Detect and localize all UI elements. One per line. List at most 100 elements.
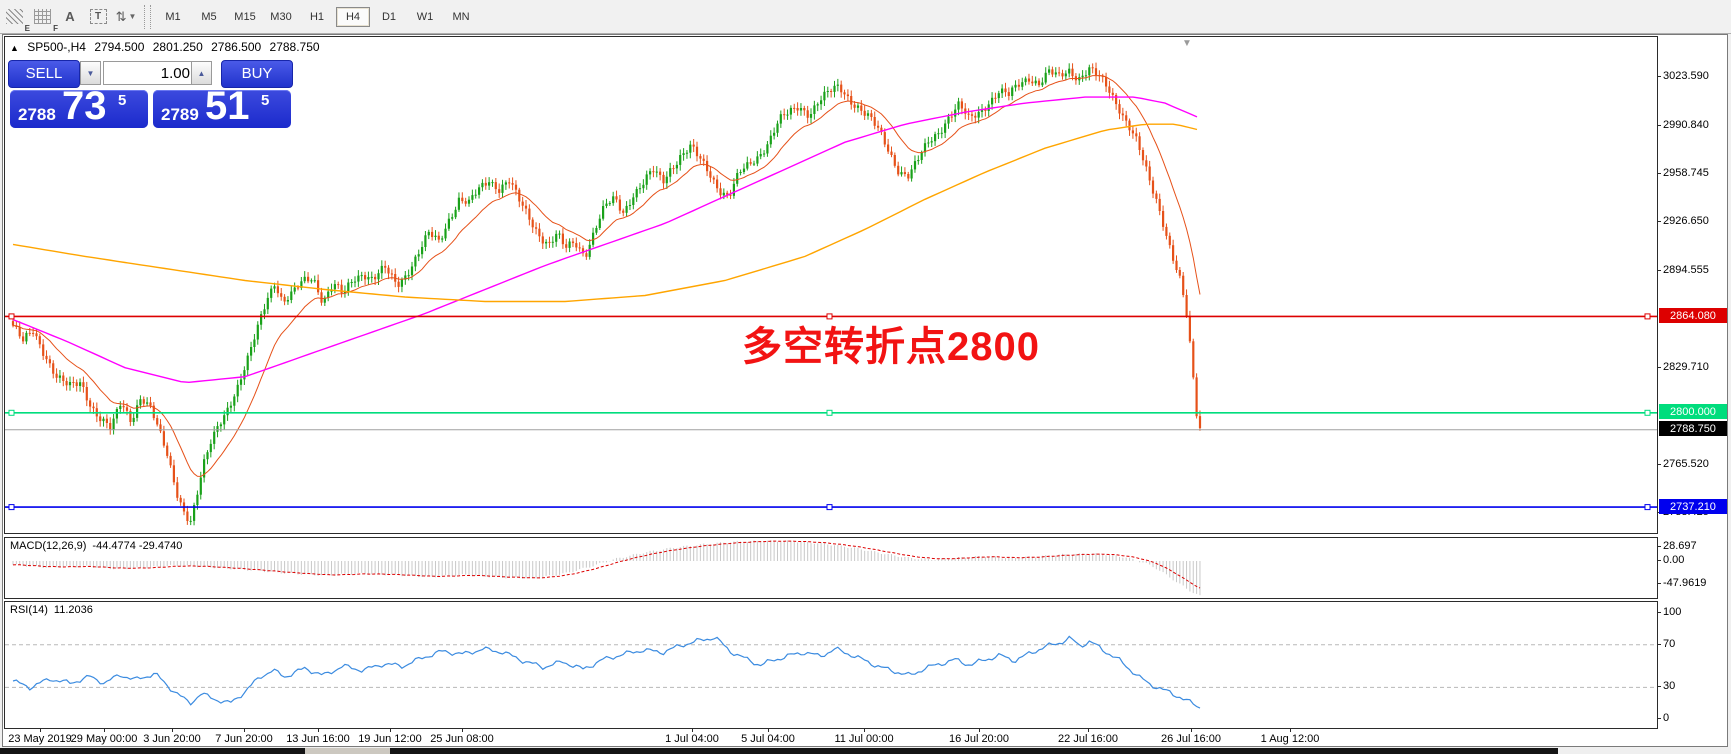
time-axis-label: 5 Jul 04:00 [741, 733, 795, 745]
arrange-orders-icon[interactable]: ⇅ ▼ [115, 8, 137, 24]
macd-tick-label: 28.697 [1663, 540, 1697, 552]
time-axis-label: 1 Aug 12:00 [1260, 733, 1320, 745]
rsi-tick-mark [1657, 644, 1661, 645]
symbol-timeframe: SP500-,H4 [27, 40, 86, 54]
macd-canvas[interactable] [5, 538, 1657, 598]
price-line-tag[interactable]: 2864.080 [1659, 308, 1727, 323]
text-box-icon[interactable]: T [85, 5, 111, 29]
chart-title: ▲ SP500-,H4 2794.500 2801.250 2786.500 2… [10, 40, 325, 54]
sell-price-prefix: 2788 [18, 105, 56, 124]
macd-tick-mark [1657, 583, 1661, 584]
rsi-tick-mark [1657, 718, 1661, 719]
rsi-tick-mark [1657, 686, 1661, 687]
time-tick-mark [692, 728, 693, 732]
text-label-icon[interactable]: A [65, 9, 75, 24]
toolbar-separator [144, 4, 151, 29]
hline-handle[interactable] [826, 409, 833, 416]
price-line-tag[interactable]: 2800.000 [1659, 404, 1727, 419]
hline-handle[interactable] [1644, 504, 1651, 511]
time-tick-mark [104, 728, 105, 732]
time-tick-mark [390, 728, 391, 732]
window-edge-segment [305, 748, 390, 754]
time-tick-mark [318, 728, 319, 732]
rsi-panel[interactable] [4, 601, 1658, 729]
buy-button[interactable]: BUY [221, 60, 293, 88]
hline-handle[interactable] [1644, 409, 1651, 416]
time-tick-mark [979, 728, 980, 732]
time-axis-label: 13 Jun 16:00 [286, 733, 350, 745]
hline-handle[interactable] [8, 409, 15, 416]
chart-text-annotation[interactable]: 多空转折点2800 [742, 325, 1040, 369]
window-edge-segment [390, 748, 1558, 754]
sell-quote-box[interactable]: 2788 73 5 [10, 90, 148, 128]
price-tick-mark [1657, 173, 1661, 174]
hline-handle[interactable] [8, 504, 15, 511]
time-tick-mark [864, 728, 865, 732]
time-axis-label: 25 Jun 08:00 [430, 733, 494, 745]
price-tick-mark [1657, 270, 1661, 271]
timeframe-button-M5[interactable]: M5 [201, 10, 217, 23]
time-axis-label: 22 Jul 16:00 [1058, 733, 1118, 745]
grid-snap-icon[interactable]: F [29, 5, 58, 33]
rsi-tick-mark [1657, 612, 1661, 613]
time-axis-label: 3 Jun 20:00 [143, 733, 201, 745]
sell-price-big: 73 [62, 90, 107, 128]
price-line-tag[interactable]: 2737.210 [1659, 499, 1727, 514]
window-edge-segment [1558, 748, 1731, 754]
timeframe-button-MN[interactable]: MN [452, 10, 470, 23]
time-tick-mark [1290, 728, 1291, 732]
collapse-triangle-icon[interactable]: ▲ [10, 43, 19, 53]
time-tick-mark [1191, 728, 1192, 732]
price-tick-label: 2829.710 [1663, 361, 1709, 373]
price-tick-mark [1657, 76, 1661, 77]
time-axis-label: 23 May 2019 [8, 733, 72, 745]
volume-decrease-button[interactable]: ▼ [80, 61, 101, 85]
price-tick-mark [1657, 367, 1661, 368]
time-tick-mark [768, 728, 769, 732]
price-tick-label: 2990.840 [1663, 119, 1709, 131]
price-tick-label: 2765.520 [1663, 458, 1709, 470]
price-tick-mark [1657, 125, 1661, 126]
price-tick-label: 3023.590 [1663, 70, 1709, 82]
hline-handle[interactable] [826, 313, 833, 320]
toolbar: E F A T ⇅ ▼ M1 M5 M15 M30 H1 H4 D1 W1 MN [0, 0, 1731, 34]
quote-high: 2801.250 [152, 40, 203, 54]
quote-close: 2788.750 [269, 40, 320, 54]
indicators-icon[interactable]: E [1, 5, 30, 33]
timeframe-button-M1[interactable]: M1 [165, 10, 181, 23]
macd-tick-label: -47.9619 [1663, 577, 1707, 589]
buy-quote-box[interactable]: 2789 51 5 [153, 90, 291, 128]
rsi-tick-label: 30 [1663, 680, 1676, 692]
hline-handle[interactable] [826, 504, 833, 511]
buy-price-prefix: 2789 [161, 105, 199, 124]
macd-tick-label: 0.00 [1663, 554, 1685, 566]
hline-handle[interactable] [8, 313, 15, 320]
volume-increase-button[interactable]: ▲ [191, 61, 212, 85]
price-tick-label: 2894.555 [1663, 264, 1709, 276]
price-tick-mark [1657, 464, 1661, 465]
volume-input[interactable] [103, 61, 197, 85]
timeframe-button-H4[interactable]: H4 [336, 6, 370, 27]
timeframe-button-H1[interactable]: H1 [309, 10, 325, 23]
price-line-tag[interactable]: 2788.750 [1659, 421, 1727, 436]
macd-tick-mark [1657, 546, 1661, 547]
quote-low: 2786.500 [211, 40, 262, 54]
sell-button[interactable]: SELL [8, 60, 80, 88]
time-tick-mark [40, 728, 41, 732]
timeframe-group: M1 M5 M15 M30 H1 H4 D1 W1 MN [155, 0, 479, 33]
time-axis-label: 19 Jun 12:00 [358, 733, 422, 745]
rsi-tick-label: 70 [1663, 638, 1676, 650]
timeframe-button-M30[interactable]: M30 [270, 10, 292, 23]
timeframe-button-M15[interactable]: M15 [234, 10, 256, 23]
buy-price-pip: 5 [261, 92, 270, 109]
timeframe-button-D1[interactable]: D1 [381, 10, 397, 23]
time-tick-mark [1088, 728, 1089, 732]
rsi-canvas[interactable] [5, 602, 1657, 728]
price-chart-canvas[interactable] [5, 37, 1657, 533]
timeframe-button-W1[interactable]: W1 [416, 10, 434, 23]
drawing-tools-group: E F A T ⇅ ▼ [0, 0, 140, 33]
hline-handle[interactable] [1644, 313, 1651, 320]
macd-panel[interactable] [4, 537, 1658, 599]
price-tick-label: 2926.650 [1663, 215, 1709, 227]
time-axis-label: 11 Jul 00:00 [834, 733, 894, 745]
